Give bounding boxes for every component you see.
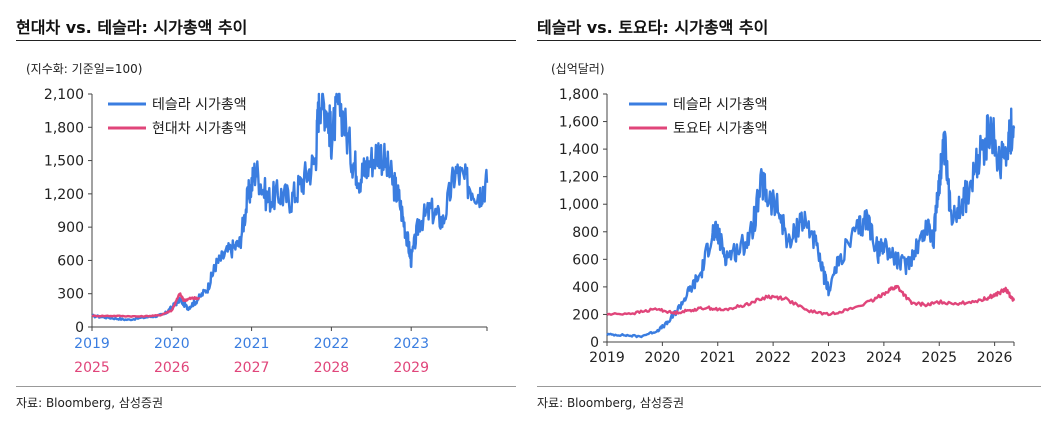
x-tick-label: 2019 [74,336,110,352]
x-tick-label: 2022 [755,350,791,366]
chart-title: 테슬라 vs. 토요타: 시가총액 추이 [537,18,769,37]
series-line-a [91,92,489,322]
x-tick-label: 2025 [921,350,957,366]
y-tick-label: 900 [57,220,84,236]
y-tick-label: 600 [572,252,599,268]
y-tick-label: 0 [75,320,84,336]
line-chart-hyundai-tesla: 0 300 600 900 1,200 1,500 1,800 2,100 2019 2025 20… [44,87,489,376]
source-note: 자료: Bloomberg, 삼성증권 [537,396,685,410]
y-tick-label: 600 [57,253,84,269]
y-unit-label: (십억달러) [551,62,605,76]
y-tick-label: 1,600 [559,115,599,131]
y-tick-label: 200 [572,307,599,323]
x-tick-label: 2026 [977,350,1013,366]
y-tick-label: 800 [572,225,599,241]
y-tick-label: 2,100 [44,87,84,103]
legend-label: 테슬라 시가총액 [673,97,768,113]
x-tick-label: 2020 [154,336,190,352]
chart-panel-tesla-toyota: 테슬라 vs. 토요타: 시가총액 추이 (십억달러) 0 200 400 600 80… [527,0,1049,426]
x-tick-label: 2021 [234,336,270,352]
x-tick-label: 2021 [700,350,736,366]
x-tick-label: 2023 [811,350,847,366]
y-tick-label: 1,800 [559,87,599,103]
series-line-b [606,284,1016,317]
y-tick-label: 300 [57,287,84,303]
line-chart-tesla-toyota: 0 200 400 600 800 1,000 1,200 1,400 1,600 1,800 20… [559,87,1016,366]
source-note: 자료: Bloomberg, 삼성증권 [16,396,164,410]
y-tick-label: 400 [572,280,599,296]
x-tick-label: 2019 [589,350,625,366]
series-line-b [91,292,201,318]
legend-label: 토요타 시가총액 [673,121,768,137]
footer-divider [16,386,516,387]
x-tick-label: 2020 [645,350,681,366]
title-divider [537,40,1041,41]
x-tick-label: 2022 [314,336,350,352]
x-tick-label: 2023 [393,336,429,352]
y-tick-label: 1,400 [559,142,599,158]
chart-panel-hyundai-tesla: 현대차 vs. 테슬라: 시가총액 추이 (지수화: 기준일=100) 0 300… [0,0,522,426]
y-unit-label: (지수화: 기준일=100) [26,62,143,76]
y-tick-label: 1,200 [44,187,84,203]
x-tick-label: 2025 [74,360,110,376]
series-line-a [606,107,1016,339]
y-tick-label: 1,800 [44,120,84,136]
footer-divider [537,386,1041,387]
chart-title: 현대차 vs. 테슬라: 시가총액 추이 [16,18,248,37]
y-tick-label: 1,500 [44,154,84,170]
x-tick-label: 2028 [314,360,350,376]
x-tick-label: 2027 [234,360,270,376]
x-tick-label: 2029 [393,360,429,376]
x-tick-label: 2026 [154,360,190,376]
y-tick-label: 0 [590,335,599,351]
y-tick-label: 1,000 [559,197,599,213]
title-divider [16,40,516,41]
x-tick-label: 2024 [866,350,902,366]
legend-label: 테슬라 시가총액 [152,97,247,113]
y-tick-label: 1,200 [559,170,599,186]
legend-label: 현대차 시가총액 [152,121,247,137]
